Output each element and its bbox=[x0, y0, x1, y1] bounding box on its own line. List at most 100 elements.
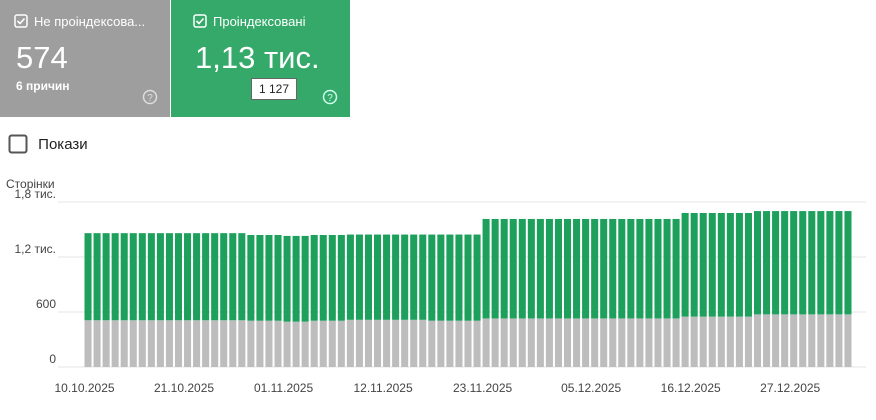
bar-segment bbox=[238, 320, 246, 367]
bar-segment bbox=[799, 314, 807, 367]
bar-segment bbox=[328, 320, 336, 367]
bar-segment bbox=[817, 314, 825, 367]
bar-segment bbox=[726, 213, 734, 317]
bar-segment bbox=[663, 218, 671, 319]
bar-segment bbox=[645, 318, 653, 367]
bar-segment bbox=[645, 218, 653, 319]
bar-segment bbox=[672, 318, 680, 367]
bar-segment bbox=[428, 320, 436, 367]
bar-segment bbox=[247, 320, 255, 367]
bar-segment bbox=[256, 320, 264, 367]
bar-segment bbox=[120, 320, 128, 367]
bar-segment bbox=[319, 320, 327, 367]
chart: Сторінки 0 600 1,2 тис. 1,8 тис. 10.10.2025 2… bbox=[6, 177, 866, 395]
bar-segment bbox=[663, 318, 671, 367]
bar-segment bbox=[500, 318, 508, 367]
bar-segment bbox=[744, 213, 752, 317]
bar-segment bbox=[274, 235, 282, 321]
bar-segment bbox=[699, 213, 707, 317]
bar-segment bbox=[120, 233, 128, 321]
bar-segment bbox=[808, 211, 816, 315]
bar-segment bbox=[401, 234, 409, 320]
bar-segment bbox=[138, 320, 146, 367]
checkbox[interactable] bbox=[193, 14, 207, 28]
bar-segment bbox=[844, 314, 852, 367]
bar-segment bbox=[654, 318, 662, 367]
impressions-toggle[interactable]: Покази bbox=[8, 134, 88, 154]
bar-segment bbox=[392, 234, 400, 320]
bar-segment bbox=[220, 320, 228, 367]
bar-segment bbox=[563, 218, 572, 319]
bar-segment bbox=[717, 213, 725, 317]
checkbox[interactable] bbox=[8, 134, 28, 154]
bar-segment bbox=[563, 318, 572, 367]
bar-segment bbox=[229, 233, 237, 321]
bar-segment bbox=[609, 318, 617, 367]
bar-segment bbox=[518, 218, 526, 319]
bar-segment bbox=[554, 318, 562, 367]
y-tick-label: 600 bbox=[36, 297, 56, 311]
bar-segment bbox=[419, 319, 427, 367]
bar-segment bbox=[229, 320, 237, 367]
svg-text:?: ? bbox=[147, 93, 153, 104]
bar-segment bbox=[437, 234, 445, 321]
bar-segment bbox=[573, 318, 581, 367]
x-tick-label: 12.11.2025 bbox=[353, 381, 412, 395]
bar-segment bbox=[464, 234, 472, 321]
bar-segment bbox=[536, 218, 544, 319]
bar-segment bbox=[527, 218, 535, 319]
bar-segment bbox=[618, 318, 626, 367]
bar-segment bbox=[383, 319, 391, 367]
x-tick-label: 21.10.2025 bbox=[154, 381, 214, 395]
bar-segment bbox=[165, 233, 173, 321]
bar-segment bbox=[165, 320, 173, 367]
bar-segment bbox=[735, 213, 743, 317]
bar-segment bbox=[93, 233, 101, 321]
card-detail: 6 причин bbox=[16, 79, 70, 93]
y-axis-title: Сторінки bbox=[6, 177, 55, 191]
bar-segment bbox=[708, 316, 716, 367]
help-icon[interactable]: ? bbox=[142, 89, 158, 105]
bar-segment bbox=[781, 211, 789, 315]
bar-segment bbox=[509, 318, 517, 367]
bar-segment bbox=[826, 211, 834, 315]
bar-segment bbox=[247, 235, 255, 321]
bar-segment bbox=[184, 320, 192, 367]
bar-segment bbox=[753, 211, 762, 315]
bar-segment bbox=[202, 320, 210, 367]
bar-segment bbox=[283, 235, 291, 322]
bar-segment bbox=[111, 233, 119, 321]
not-indexed-card[interactable]: Не проіндексова... 574 6 причин ? bbox=[0, 0, 170, 117]
bar-segment bbox=[301, 235, 309, 322]
checkbox[interactable] bbox=[14, 14, 28, 28]
bar-segment bbox=[735, 316, 743, 367]
bar-segment bbox=[364, 319, 373, 367]
x-tick-label: 16.12.2025 bbox=[661, 381, 721, 395]
bar-segment bbox=[808, 314, 816, 367]
bar-segment bbox=[835, 211, 843, 315]
bar-segment bbox=[717, 316, 725, 367]
bar-segment bbox=[102, 320, 110, 367]
bar-segment bbox=[491, 218, 499, 319]
bar-segment bbox=[238, 233, 246, 321]
bar-segment bbox=[256, 235, 264, 321]
bar-segment bbox=[627, 318, 635, 367]
bar-segment bbox=[609, 218, 617, 319]
bar-segment bbox=[129, 233, 137, 321]
bar-segment bbox=[753, 314, 762, 367]
help-icon[interactable]: ? bbox=[322, 89, 338, 105]
bar-segment bbox=[319, 235, 327, 321]
bar-segment bbox=[446, 234, 454, 321]
card-label: Не проіндексова... bbox=[34, 14, 146, 29]
bar-segment bbox=[554, 218, 562, 319]
bar-segment bbox=[401, 319, 409, 367]
bar-segment bbox=[636, 218, 644, 319]
bar-segment bbox=[337, 235, 345, 321]
bar-segment bbox=[193, 233, 201, 321]
bar-segment bbox=[292, 321, 300, 367]
bar-segment bbox=[591, 318, 599, 367]
bar-segment bbox=[193, 320, 201, 367]
bar-segment bbox=[509, 218, 517, 319]
bar-segment bbox=[374, 319, 382, 367]
bar-segment bbox=[129, 320, 137, 367]
